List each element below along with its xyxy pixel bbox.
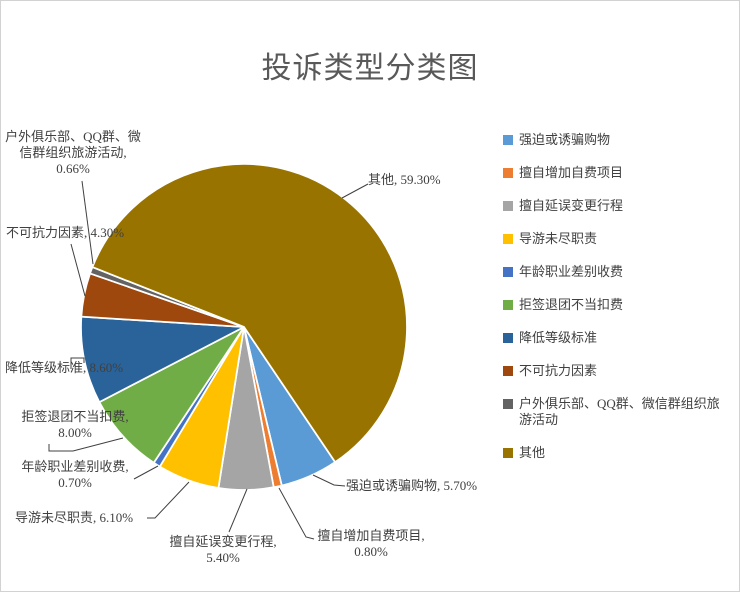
legend-swatch-icon — [503, 135, 513, 145]
legend-item-lower-standard[interactable]: 降低等级标准 — [503, 330, 737, 346]
legend-item-other[interactable]: 其他 — [503, 445, 737, 461]
pie-slice-9[interactable] — [91, 163, 408, 464]
legend-item-outdoor-club[interactable]: 户外俱乐部、QQ群、微信群组织旅游活动 — [503, 396, 737, 428]
data-label-other: 其他, 59.30% — [368, 172, 441, 187]
legend-swatch-icon — [503, 234, 513, 244]
legend-item-delay-itinerary[interactable]: 擅自延误变更行程 — [503, 198, 737, 214]
legend-swatch-icon — [503, 333, 513, 343]
data-label-age-discrimination: 年龄职业差别收费, 0.70% — [21, 459, 129, 490]
legend-item-force-majeure[interactable]: 不可抗力因素 — [503, 363, 737, 379]
leader-line-age-discrimination — [133, 465, 159, 480]
legend-item-age-discrimination[interactable]: 年龄职业差别收费 — [503, 264, 737, 280]
legend-item-guide-duty[interactable]: 导游未尽职责 — [503, 231, 737, 247]
legend-swatch-icon — [503, 399, 513, 409]
leader-line-force-majeure — [70, 243, 86, 297]
legend-item-self-pay-items[interactable]: 擅自增加自费项目 — [503, 165, 737, 181]
chart-title: 投诉类型分类图 — [261, 52, 479, 85]
chart-legend: 强迫或诱骗购物 擅自增加自费项目 擅自延误变更行程 导游未尽职责 年龄职业差别收… — [503, 132, 737, 461]
data-label-outdoor-club: 户外俱乐部、QQ群、微信群组织旅游活动, 0.66% — [5, 129, 141, 176]
legend-swatch-icon — [503, 168, 513, 178]
leader-line-forced-shopping — [312, 474, 346, 487]
leader-line-outdoor-club — [81, 180, 94, 265]
legend-item-forced-shopping[interactable]: 强迫或诱骗购物 — [503, 132, 737, 148]
legend-swatch-icon — [503, 448, 513, 458]
leader-line-guide-duty — [147, 481, 190, 519]
legend-swatch-icon — [503, 300, 513, 310]
leader-line-self-pay-items — [278, 487, 315, 540]
legend-swatch-icon — [503, 201, 513, 211]
leader-line-other — [341, 183, 369, 199]
legend-item-visa-refund[interactable]: 拒签退团不当扣费 — [503, 297, 737, 313]
pie-slices — [80, 163, 408, 491]
legend-swatch-icon — [503, 267, 513, 277]
data-label-force-majeure: 不可抗力因素, 4.30% — [6, 225, 125, 240]
leader-line-delay-itinerary — [228, 488, 248, 533]
data-label-self-pay-items: 擅自增加自费项目, 0.80% — [317, 528, 425, 559]
data-label-delay-itinerary: 擅自延误变更行程, 5.40% — [169, 534, 277, 565]
leader-line-visa-refund — [48, 437, 124, 452]
data-label-forced-shopping: 强迫或诱骗购物, 5.70% — [346, 478, 478, 493]
leader-line-lower-standard — [70, 357, 85, 369]
data-label-guide-duty: 导游未尽职责, 6.10% — [15, 510, 134, 525]
legend-swatch-icon — [503, 366, 513, 376]
leader-lines — [48, 180, 369, 540]
data-label-lower-standard: 降低等级标准, 8.60% — [5, 360, 124, 375]
data-label-visa-refund: 拒签退团不当扣费, 8.00% — [21, 409, 129, 440]
pie-slice-6[interactable] — [80, 315, 245, 404]
